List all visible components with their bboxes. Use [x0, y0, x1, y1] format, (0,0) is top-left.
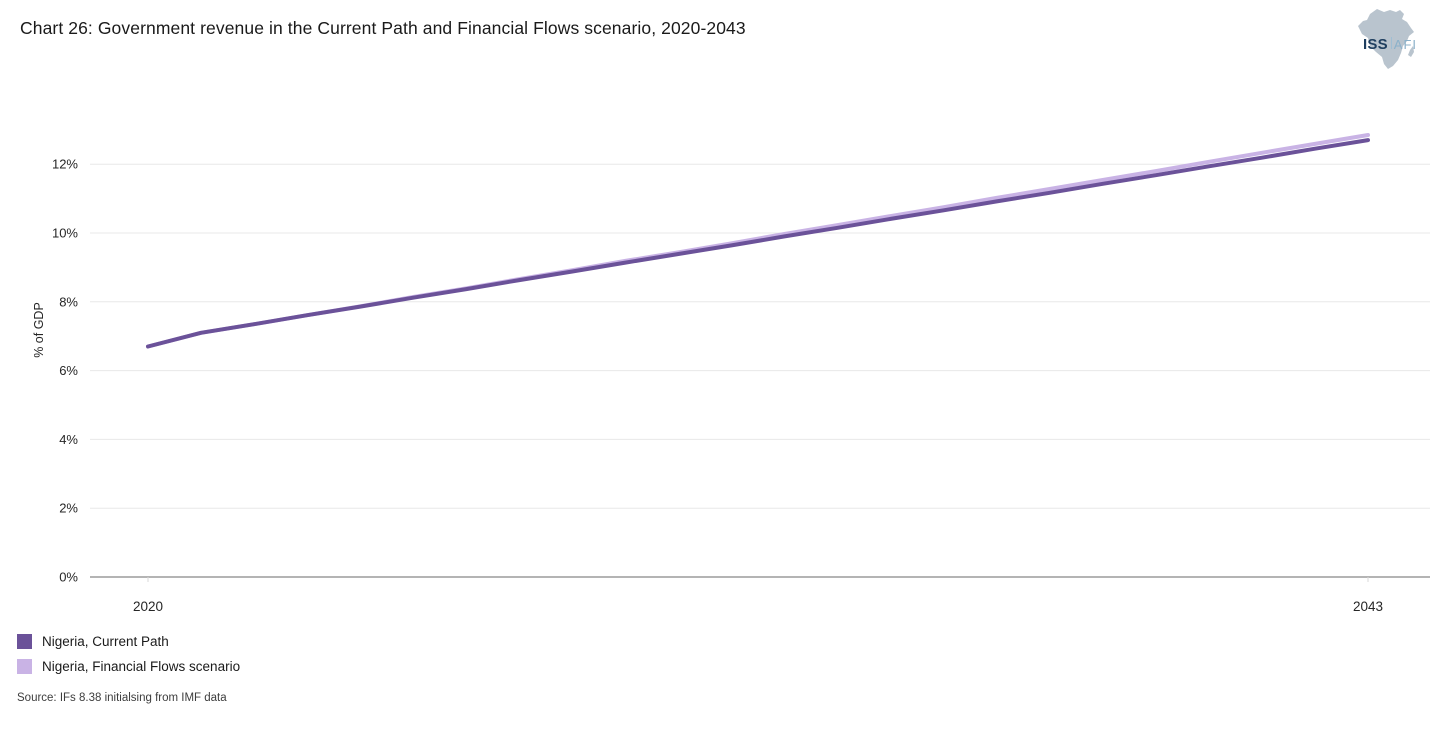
- y-tick-label: 6%: [59, 363, 78, 378]
- revenue-chart: 0% 2% 4% 6% 8% 10% 12% 2020 2043 % of GDP: [32, 133, 1430, 614]
- y-axis-title: % of GDP: [32, 302, 46, 358]
- africa-map-icon: [1358, 9, 1414, 69]
- legend-swatch-financial-flows: [17, 659, 32, 674]
- y-tick-label: 10%: [52, 226, 78, 241]
- logo-text: ISS AFI: [1363, 36, 1417, 54]
- legend-swatch-current-path: [17, 634, 32, 649]
- iss-afi-logo: ISS AFI: [1349, 6, 1431, 72]
- y-tick-label: 0%: [59, 570, 78, 585]
- x-tick-label: 2020: [133, 599, 163, 614]
- chart-title: Chart 26: Government revenue in the Curr…: [20, 18, 746, 38]
- y-tick-label: 2%: [59, 501, 78, 516]
- legend-label-current-path: Nigeria, Current Path: [42, 634, 169, 649]
- legend-item-financial-flows: Nigeria, Financial Flows scenario: [17, 654, 240, 679]
- y-tick-label: 4%: [59, 432, 78, 447]
- source-note: Source: IFs 8.38 initialsing from IMF da…: [17, 692, 227, 704]
- chart-legend: Nigeria, Current Path Nigeria, Financial…: [17, 629, 240, 679]
- logo-iss-label: ISS: [1363, 36, 1388, 53]
- x-tick-label: 2043: [1353, 599, 1383, 614]
- y-tick-label: 8%: [59, 294, 78, 309]
- legend-item-current-path: Nigeria, Current Path: [17, 629, 240, 654]
- series-line: [146, 138, 1370, 349]
- y-tick-label: 12%: [52, 157, 78, 172]
- logo-separator: [1390, 37, 1392, 49]
- logo-afi-label: AFI: [1393, 37, 1418, 52]
- legend-label-financial-flows: Nigeria, Financial Flows scenario: [42, 659, 241, 674]
